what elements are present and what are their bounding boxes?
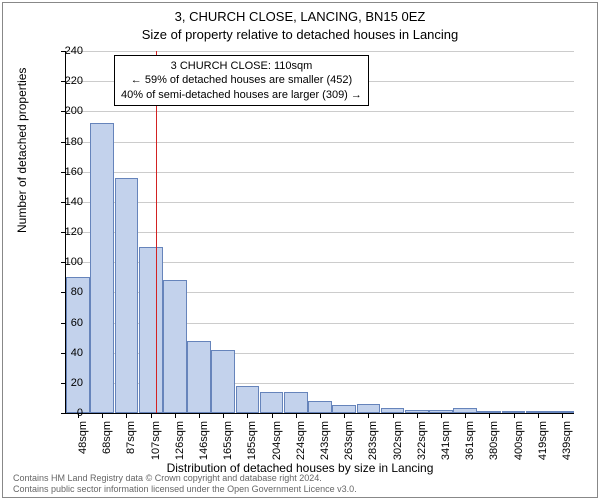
xtick-mark (465, 413, 466, 418)
ytick-label: 100 (43, 256, 83, 268)
histogram-bar (357, 404, 381, 413)
xtick-mark (320, 413, 321, 418)
histogram-bar (236, 386, 260, 413)
histogram-bar (308, 401, 332, 413)
annotation-box: 3 CHURCH CLOSE: 110sqm← 59% of detached … (114, 55, 369, 106)
xtick-label: 165sqm (222, 421, 234, 461)
xtick-label: 400sqm (513, 421, 525, 461)
xtick-label: 185sqm (246, 421, 258, 461)
y-axis-label: Number of detached properties (15, 68, 29, 233)
ytick-label: 60 (43, 317, 83, 329)
xtick-mark (538, 413, 539, 418)
xtick-mark (272, 413, 273, 418)
histogram-bar (139, 247, 163, 413)
xtick-label: 341sqm (440, 421, 452, 461)
xtick-label: 107sqm (150, 421, 162, 461)
xtick-label: 302sqm (392, 421, 404, 461)
xtick-mark (223, 413, 224, 418)
xtick-label: 419sqm (537, 421, 549, 461)
ytick-label: 200 (43, 105, 83, 117)
ytick-label: 220 (43, 75, 83, 87)
xtick-label: 380sqm (488, 421, 500, 461)
histogram-bar (163, 280, 187, 413)
ytick-label: 140 (43, 196, 83, 208)
xtick-mark (247, 413, 248, 418)
xtick-mark (562, 413, 563, 418)
xtick-label: 146sqm (198, 421, 210, 461)
chart-title-line2: Size of property relative to detached ho… (3, 27, 597, 42)
gridline (66, 111, 574, 112)
xtick-mark (126, 413, 127, 418)
gridline (66, 51, 574, 52)
xtick-mark (417, 413, 418, 418)
xtick-label: 48sqm (77, 421, 89, 461)
xtick-label: 322sqm (416, 421, 428, 461)
xtick-label: 263sqm (343, 421, 355, 461)
chart-footer: Contains HM Land Registry data © Crown c… (13, 473, 357, 495)
xtick-mark (102, 413, 103, 418)
xtick-mark (199, 413, 200, 418)
gridline (66, 172, 574, 173)
xtick-label: 68sqm (101, 421, 113, 461)
histogram-bar (332, 405, 356, 413)
chart-title-line1: 3, CHURCH CLOSE, LANCING, BN15 0EZ (3, 9, 597, 24)
annotation-line1: 3 CHURCH CLOSE: 110sqm (121, 59, 362, 73)
xtick-mark (151, 413, 152, 418)
chart-plot-area: 3 CHURCH CLOSE: 110sqm← 59% of detached … (65, 51, 574, 414)
histogram-bar (90, 123, 114, 413)
gridline (66, 142, 574, 143)
xtick-label: 87sqm (125, 421, 137, 461)
ytick-label: 240 (43, 45, 83, 57)
xtick-label: 283sqm (367, 421, 379, 461)
histogram-bar (284, 392, 308, 413)
ytick-label: 40 (43, 347, 83, 359)
gridline (66, 232, 574, 233)
ytick-label: 180 (43, 136, 83, 148)
xtick-label: 204sqm (271, 421, 283, 461)
gridline (66, 202, 574, 203)
xtick-label: 439sqm (561, 421, 573, 461)
xtick-mark (393, 413, 394, 418)
xtick-mark (296, 413, 297, 418)
xtick-mark (441, 413, 442, 418)
histogram-bar (115, 178, 139, 413)
xtick-label: 126sqm (174, 421, 186, 461)
xtick-label: 361sqm (464, 421, 476, 461)
ytick-label: 120 (43, 226, 83, 238)
xtick-mark (489, 413, 490, 418)
histogram-bar (211, 350, 235, 413)
histogram-bar (260, 392, 284, 413)
xtick-mark (514, 413, 515, 418)
footer-line1: Contains HM Land Registry data © Crown c… (13, 473, 357, 484)
xtick-mark (344, 413, 345, 418)
xtick-mark (175, 413, 176, 418)
annotation-line2: ← 59% of detached houses are smaller (45… (121, 73, 362, 87)
xtick-label: 224sqm (295, 421, 307, 461)
ytick-label: 160 (43, 166, 83, 178)
ytick-label: 20 (43, 377, 83, 389)
xtick-mark (368, 413, 369, 418)
footer-line2: Contains public sector information licen… (13, 484, 357, 495)
ytick-label: 80 (43, 286, 83, 298)
histogram-bar (187, 341, 211, 413)
annotation-line3: 40% of semi-detached houses are larger (… (121, 88, 362, 102)
ytick-label: 0 (43, 407, 83, 419)
chart-container: 3, CHURCH CLOSE, LANCING, BN15 0EZ Size … (2, 2, 598, 498)
xtick-label: 243sqm (319, 421, 331, 461)
